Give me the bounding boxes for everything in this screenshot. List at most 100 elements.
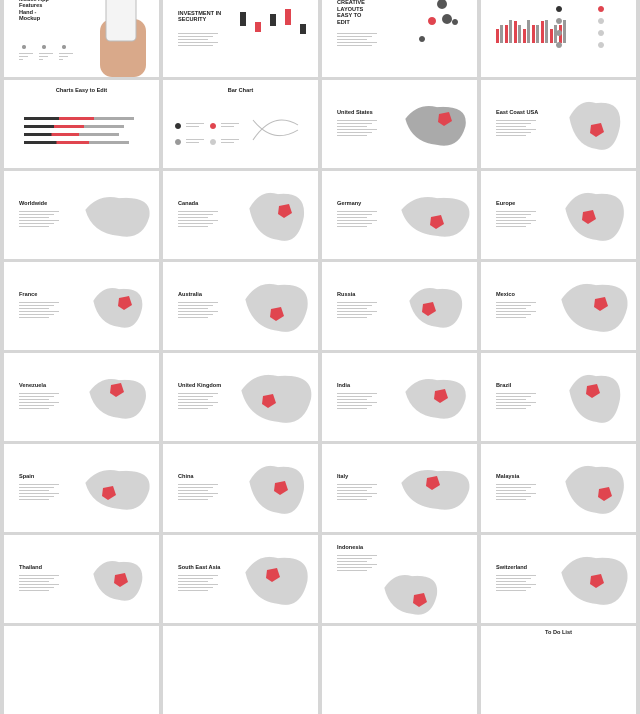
text-placeholder [178, 484, 218, 485]
bar [24, 125, 54, 128]
text-placeholder [337, 484, 377, 485]
slide: Russia [322, 262, 477, 350]
text-placeholder [337, 214, 372, 215]
text-placeholder [19, 487, 54, 488]
legend-dot [598, 30, 604, 36]
text-placeholder [19, 53, 33, 54]
text-placeholder [337, 408, 367, 409]
map-shape [400, 469, 470, 511]
text-placeholder [337, 493, 377, 494]
text-placeholder [496, 393, 536, 394]
slide-graphic [337, 555, 438, 616]
text-placeholder [496, 223, 531, 224]
slide: China [163, 444, 318, 532]
slide: Germany [322, 171, 477, 259]
slide-graphic [19, 196, 151, 238]
text-placeholder [19, 308, 49, 309]
text-placeholder [19, 314, 54, 315]
slide: South East Asia [163, 535, 318, 623]
bar [545, 20, 548, 43]
slide-graphic [19, 560, 143, 602]
slide: Mobile App Features Hand - Mockup [4, 0, 159, 77]
text-placeholder [337, 211, 377, 212]
slide-graphic [337, 378, 467, 420]
map-highlight [110, 383, 124, 397]
slide: East Coast USA [481, 80, 636, 168]
slide-graphic [178, 9, 306, 46]
text-placeholder [496, 220, 536, 221]
legend-dot [598, 6, 604, 12]
map-shape [564, 465, 625, 515]
bubble [437, 0, 447, 9]
text-placeholder [337, 223, 372, 224]
bar [509, 20, 512, 43]
text-placeholder [496, 578, 531, 579]
slide-graphic [178, 556, 309, 606]
text-placeholder [337, 405, 372, 406]
map-shape [248, 192, 305, 242]
text-placeholder [19, 317, 49, 318]
bar [24, 141, 57, 144]
text-placeholder [337, 302, 377, 303]
text-placeholder [178, 226, 208, 227]
bar [550, 29, 553, 43]
text-placeholder [178, 45, 213, 46]
bar [536, 25, 539, 43]
map-shape [240, 374, 312, 424]
candle [270, 14, 276, 26]
candle [300, 24, 306, 34]
icon [22, 45, 26, 49]
text-placeholder [19, 581, 49, 582]
text-placeholder [496, 490, 526, 491]
map-highlight [278, 204, 292, 218]
text-placeholder [496, 496, 531, 497]
map-highlight [118, 296, 132, 310]
text-placeholder [337, 496, 372, 497]
text-placeholder [178, 590, 208, 591]
text-placeholder [496, 493, 536, 494]
slide-title: Italy [337, 474, 349, 480]
bar [24, 133, 52, 136]
slide-title: Thailand [19, 565, 42, 571]
slide: United States [322, 80, 477, 168]
slide-title: Indonesia [337, 545, 364, 551]
legend-dot [556, 42, 562, 48]
slide-graphic [337, 196, 470, 238]
slide-graphic [19, 378, 147, 420]
text-placeholder [496, 314, 531, 315]
text-placeholder [337, 45, 372, 46]
slide: Switzerland [481, 535, 636, 623]
text-placeholder [496, 584, 536, 585]
bar [563, 20, 566, 43]
text-placeholder [496, 132, 531, 133]
text-placeholder [186, 142, 199, 143]
slide-title: South East Asia [178, 565, 221, 571]
slide: Brazil [481, 353, 636, 441]
slide: Bar Chart [163, 80, 318, 168]
slide: Charts Easy to Edit [4, 80, 159, 168]
candle [240, 12, 246, 26]
text-placeholder [496, 487, 531, 488]
page: Mobile App Features Hand - Mockup INVESTM… [4, 0, 636, 714]
slide-graphic [496, 101, 621, 151]
text-placeholder [496, 317, 526, 318]
slide-title: To Do List [545, 630, 572, 636]
text-placeholder [178, 396, 213, 397]
slide-title: Europe [496, 201, 516, 207]
text-placeholder [221, 139, 239, 140]
text-placeholder [178, 39, 208, 40]
trend-line [252, 119, 299, 141]
text-placeholder [337, 555, 377, 556]
bar [518, 25, 521, 43]
text-placeholder [337, 129, 377, 130]
slide-title: Switzerland [496, 565, 528, 571]
text-placeholder [178, 493, 218, 494]
text-placeholder [59, 56, 68, 57]
slide-title: Charts Easy to Edit [55, 88, 108, 94]
text-placeholder [178, 575, 218, 576]
bar [527, 20, 530, 43]
slide-title: Brazil [496, 383, 512, 389]
map-highlight [598, 487, 612, 501]
text-placeholder [337, 487, 372, 488]
bar [541, 21, 544, 43]
